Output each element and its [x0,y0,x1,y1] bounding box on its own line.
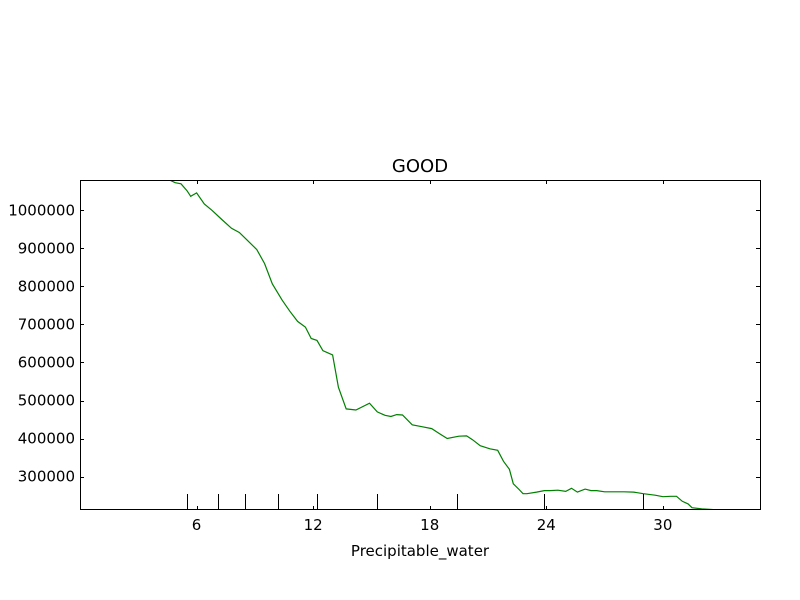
y-tick-label: 1000000 [8,201,75,219]
y-tick-label: 700000 [18,315,75,333]
x-tick-label: 6 [192,516,202,534]
y-tick-label: 600000 [18,353,75,371]
axis-ticks: 6 12 18 24 30 300000 400000 500000 600000 700000 8… [8,180,760,534]
series-line-0 [169,180,714,510]
y-tick-label: 500000 [18,392,75,410]
y-tick-label: 800000 [18,277,75,295]
plot-area [169,180,714,510]
x-tick-label: 12 [304,516,323,534]
plot-frame [80,180,761,510]
x-tick-label: 18 [420,516,439,534]
x-tick-label: 24 [537,516,556,534]
y-tick-label: 400000 [18,430,75,448]
x-tick-label: 30 [653,516,672,534]
chart-title: GOOD [392,156,448,177]
y-tick-label: 900000 [18,239,75,257]
x-axis-label: Precipitable_water [351,542,490,561]
y-tick-label: 300000 [18,468,75,486]
